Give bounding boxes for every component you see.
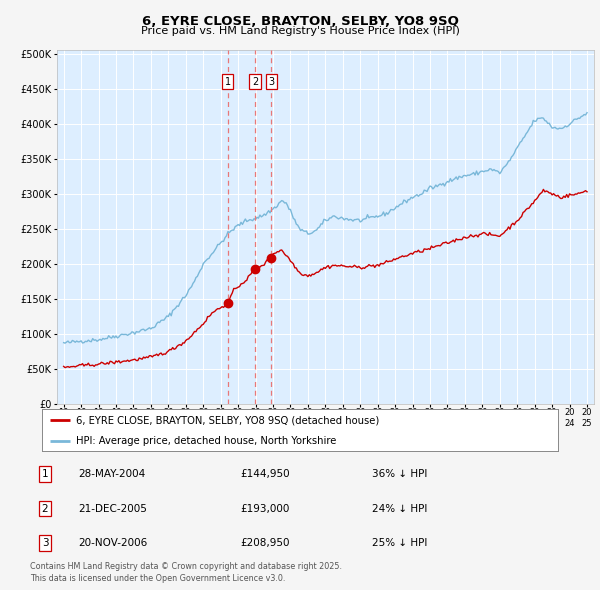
Text: 21-DEC-2005: 21-DEC-2005 xyxy=(78,504,147,513)
Text: 3: 3 xyxy=(41,538,49,548)
Text: 20-NOV-2006: 20-NOV-2006 xyxy=(78,538,147,548)
Text: £144,950: £144,950 xyxy=(240,470,290,479)
Text: 2: 2 xyxy=(252,77,258,87)
Text: £208,950: £208,950 xyxy=(240,538,290,548)
Text: HPI: Average price, detached house, North Yorkshire: HPI: Average price, detached house, Nort… xyxy=(76,436,336,445)
Text: 6, EYRE CLOSE, BRAYTON, SELBY, YO8 9SQ: 6, EYRE CLOSE, BRAYTON, SELBY, YO8 9SQ xyxy=(142,15,458,28)
Text: 1: 1 xyxy=(41,470,49,479)
Text: 6, EYRE CLOSE, BRAYTON, SELBY, YO8 9SQ (detached house): 6, EYRE CLOSE, BRAYTON, SELBY, YO8 9SQ (… xyxy=(76,415,379,425)
Text: 2: 2 xyxy=(41,504,49,513)
Text: Contains HM Land Registry data © Crown copyright and database right 2025.
This d: Contains HM Land Registry data © Crown c… xyxy=(30,562,342,583)
Text: 1: 1 xyxy=(225,77,231,87)
Text: 25% ↓ HPI: 25% ↓ HPI xyxy=(372,538,427,548)
Text: Price paid vs. HM Land Registry's House Price Index (HPI): Price paid vs. HM Land Registry's House … xyxy=(140,26,460,36)
Text: 28-MAY-2004: 28-MAY-2004 xyxy=(78,470,145,479)
Text: 24% ↓ HPI: 24% ↓ HPI xyxy=(372,504,427,513)
Text: 3: 3 xyxy=(268,77,274,87)
Text: £193,000: £193,000 xyxy=(240,504,289,513)
Text: 36% ↓ HPI: 36% ↓ HPI xyxy=(372,470,427,479)
